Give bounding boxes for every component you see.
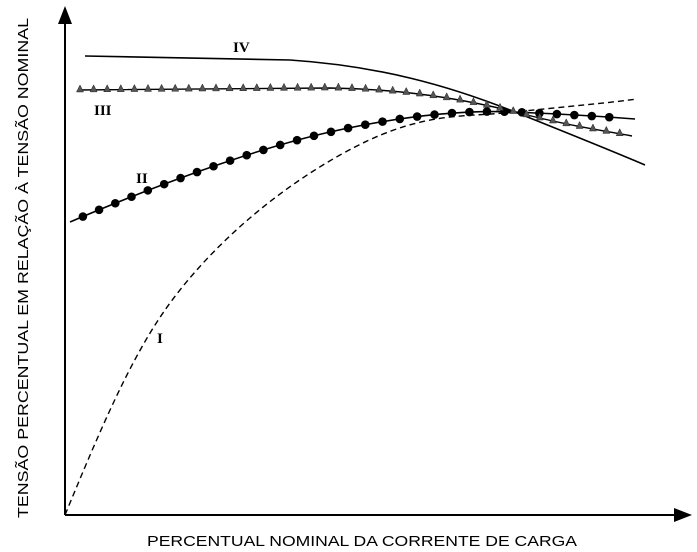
marker — [144, 83, 152, 92]
marker — [307, 82, 316, 91]
marker — [209, 161, 218, 171]
curve-label: III — [94, 103, 112, 119]
marker — [192, 167, 202, 177]
marker — [447, 108, 457, 118]
marker — [570, 110, 579, 120]
curve-iv — [84, 55, 646, 166]
marker — [266, 82, 275, 91]
markers — [76, 82, 624, 221]
marker — [429, 90, 438, 99]
marker — [589, 123, 597, 132]
marker — [415, 88, 424, 97]
marker — [143, 186, 153, 195]
marker — [334, 82, 343, 91]
marker — [496, 102, 504, 111]
marker — [103, 84, 112, 93]
marker — [176, 173, 185, 183]
curve-iii — [77, 87, 633, 137]
marker — [326, 127, 336, 137]
marker — [259, 145, 268, 155]
marker — [78, 212, 88, 221]
marker — [157, 83, 166, 92]
marker — [430, 110, 439, 119]
marker — [171, 83, 180, 92]
marker — [293, 82, 302, 91]
marker — [94, 205, 104, 215]
marker — [465, 107, 474, 117]
marker — [309, 131, 319, 141]
marker — [388, 85, 397, 94]
marker — [116, 84, 125, 92]
marker — [275, 140, 285, 150]
marker — [469, 97, 478, 105]
marker — [456, 94, 464, 103]
marker — [343, 123, 353, 133]
marker — [198, 83, 207, 92]
marker — [402, 86, 411, 95]
curve-label: IV — [233, 40, 250, 56]
marker — [535, 112, 544, 121]
marker — [549, 115, 557, 124]
marker — [552, 109, 562, 119]
marker — [252, 83, 261, 91]
marker — [239, 83, 248, 91]
marker — [89, 84, 98, 93]
marker — [575, 120, 584, 129]
curve-i — [64, 98, 638, 516]
marker — [587, 111, 597, 121]
x-axis-label: PERCENTUAL NOMINAL DA CORRENTE DE CARGA — [147, 533, 577, 550]
marker — [375, 84, 384, 93]
marker — [292, 135, 302, 145]
marker — [378, 117, 387, 126]
marker — [604, 112, 614, 122]
marker — [225, 156, 235, 165]
marker — [615, 128, 624, 137]
marker — [127, 192, 136, 202]
marker — [348, 83, 356, 91]
marker — [76, 84, 84, 93]
curve-ii — [69, 110, 636, 223]
marker — [361, 83, 370, 92]
marker — [442, 92, 451, 101]
curve-label: II — [136, 171, 148, 187]
marker — [280, 82, 288, 91]
marker — [184, 83, 193, 92]
marker — [225, 83, 234, 92]
marker — [130, 83, 139, 92]
marker — [412, 112, 422, 121]
marker — [482, 99, 491, 108]
marker — [482, 107, 492, 116]
marker — [360, 120, 370, 130]
marker — [509, 105, 518, 114]
marker — [110, 198, 120, 208]
marker — [395, 114, 405, 124]
marker — [320, 82, 329, 91]
x-axis-arrow — [674, 508, 692, 522]
marker — [212, 83, 220, 92]
marker — [562, 118, 571, 127]
curve-label: I — [157, 331, 163, 347]
marker — [522, 109, 531, 118]
y-axis-arrow — [58, 6, 72, 24]
marker — [602, 125, 611, 134]
marker — [242, 150, 252, 160]
marker — [159, 179, 169, 189]
y-axis-label: TENSÃO PERCENTUAL EM RELAÇÃO À TENSÃO NO… — [15, 18, 32, 518]
